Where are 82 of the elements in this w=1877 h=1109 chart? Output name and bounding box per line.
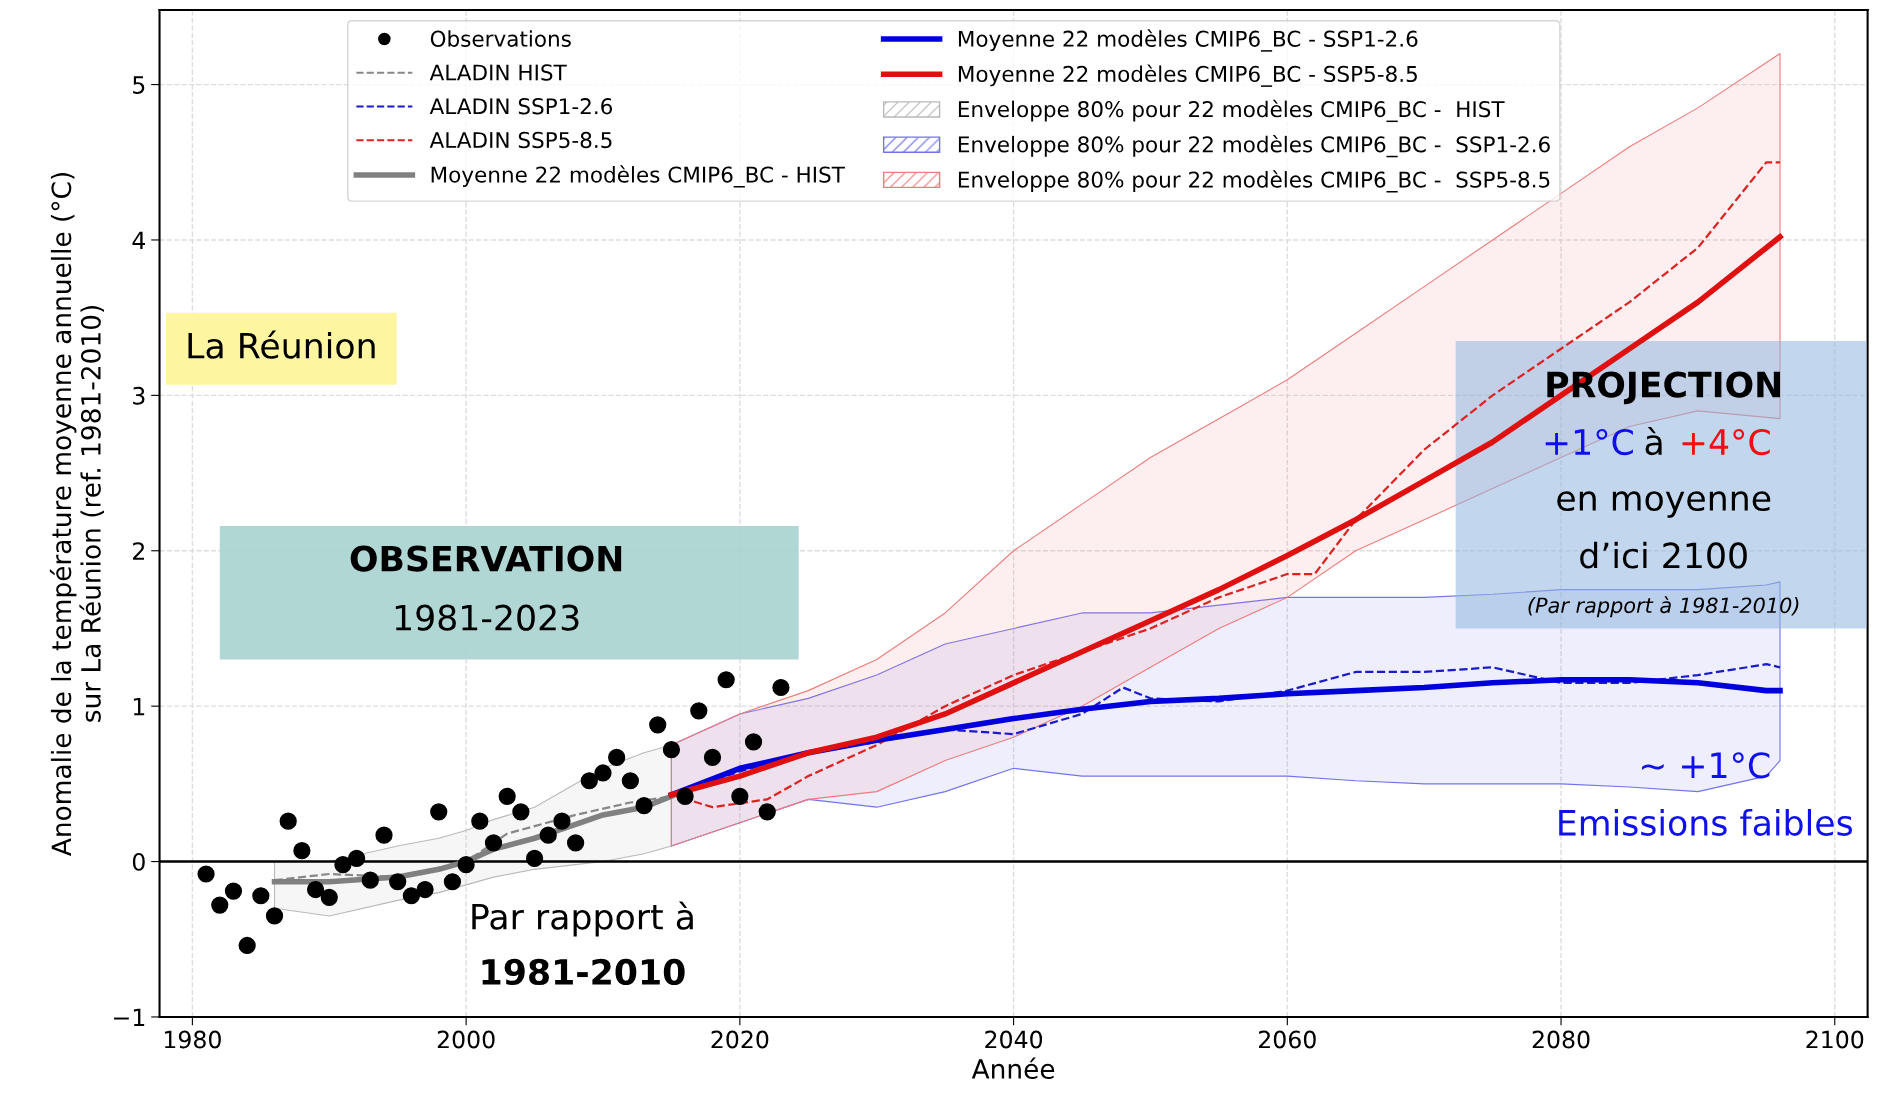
x-axis-title: Année — [971, 1057, 1055, 1079]
y-tick-label: −1 — [114, 1008, 145, 1026]
legend-label: Moyenne 22 modèles CMIP6_BC - HIST — [431, 165, 845, 188]
point — [539, 826, 557, 844]
point — [649, 716, 667, 734]
point — [744, 733, 763, 751]
point — [334, 856, 352, 874]
point — [306, 880, 325, 899]
y-tick-label: 0 — [132, 853, 145, 871]
annotation: 1981-2023 — [395, 604, 579, 631]
point — [430, 803, 448, 821]
annotation: à — [1645, 426, 1662, 456]
point — [635, 797, 653, 815]
annotation: ~ +1°C — [1641, 752, 1770, 779]
legend-label: ALADIN SSP1-2.6 — [429, 98, 613, 115]
point — [457, 856, 475, 874]
point — [375, 826, 393, 844]
annotation: Emissions faibles — [1559, 809, 1853, 836]
legend-label: ALADIN SSP5-8.5 — [429, 131, 612, 149]
point — [320, 888, 338, 906]
annotation: Par rapport à — [472, 901, 693, 937]
point — [608, 748, 626, 767]
point — [690, 702, 708, 720]
legend-label: Moyenne 22 modèles CMIP6_BC - SSP1-2.6 — [958, 29, 1418, 52]
x-tick-label: 2020 — [711, 1030, 769, 1049]
point — [471, 812, 489, 830]
x-tick-label: 2040 — [985, 1030, 1043, 1049]
point — [484, 834, 503, 852]
point — [389, 873, 407, 891]
point — [252, 887, 270, 905]
point — [553, 812, 571, 830]
point — [594, 764, 612, 782]
y-tick-label: 5 — [133, 76, 145, 94]
point — [443, 873, 462, 891]
point — [211, 896, 229, 914]
point — [265, 907, 284, 925]
annotation: OBSERVATION — [350, 545, 622, 572]
point — [512, 803, 530, 821]
point — [525, 849, 544, 868]
annotation: Enveloppe 80% pour 22 modèles CMIP6_BC - HIST — [958, 99, 1505, 123]
point — [717, 671, 735, 689]
point — [197, 865, 215, 883]
x-tick-label: 1980 — [164, 1030, 221, 1049]
x-tick-label: 2000 — [437, 1030, 495, 1049]
point — [402, 887, 420, 905]
x-tick-label: 2080 — [1532, 1030, 1590, 1049]
point — [772, 678, 790, 697]
legend-label: Moyenne 22 modèles CMIP6_BC - SSP5-8.5 — [958, 64, 1417, 87]
point — [580, 772, 598, 790]
point — [567, 834, 585, 852]
point — [676, 787, 694, 805]
annotation: +4°C — [1682, 428, 1770, 456]
point — [703, 748, 722, 767]
x-tick-label: 2060 — [1258, 1030, 1316, 1049]
y-tick-label: 1 — [133, 697, 145, 716]
annotation: en moyenne — [1557, 491, 1771, 518]
point — [498, 787, 516, 805]
point — [224, 882, 243, 900]
point — [279, 812, 297, 830]
x-tick-label: 2100 — [1806, 1030, 1864, 1049]
point — [293, 842, 311, 860]
legend-label: ALADIN HIST — [429, 64, 567, 81]
y-tick-label: 3 — [133, 386, 145, 405]
point — [416, 880, 434, 899]
annotation: Enveloppe 80% pour 22 modèles CMIP6_BC - SSP5-8.5 — [958, 170, 1550, 193]
point — [758, 803, 776, 821]
point — [238, 936, 256, 955]
annotation: Enveloppe 80% pour 22 modèles CMIP6_BC - SSP1-2.6 — [958, 134, 1550, 158]
point — [621, 772, 639, 790]
annotation: d’ici 2100 — [1580, 541, 1747, 569]
y-tick-label: 2 — [133, 542, 144, 560]
annotation: 1981-2010 — [482, 958, 685, 986]
y-tick-label: 4 — [132, 231, 146, 249]
point — [662, 741, 681, 759]
point — [731, 787, 749, 805]
y-axis-title: Anomalie de la température moyenne annuelle (°C) sur La Réunion (ref. 1981-2010) — [49, 173, 104, 856]
point — [361, 871, 379, 889]
legend-label: Observations — [430, 30, 571, 47]
annotation: +1°C — [1545, 428, 1633, 456]
annotation: La Réunion — [188, 330, 375, 359]
annotation: (Par rapport à 1981-2010) — [1528, 596, 1799, 618]
point — [348, 849, 366, 868]
